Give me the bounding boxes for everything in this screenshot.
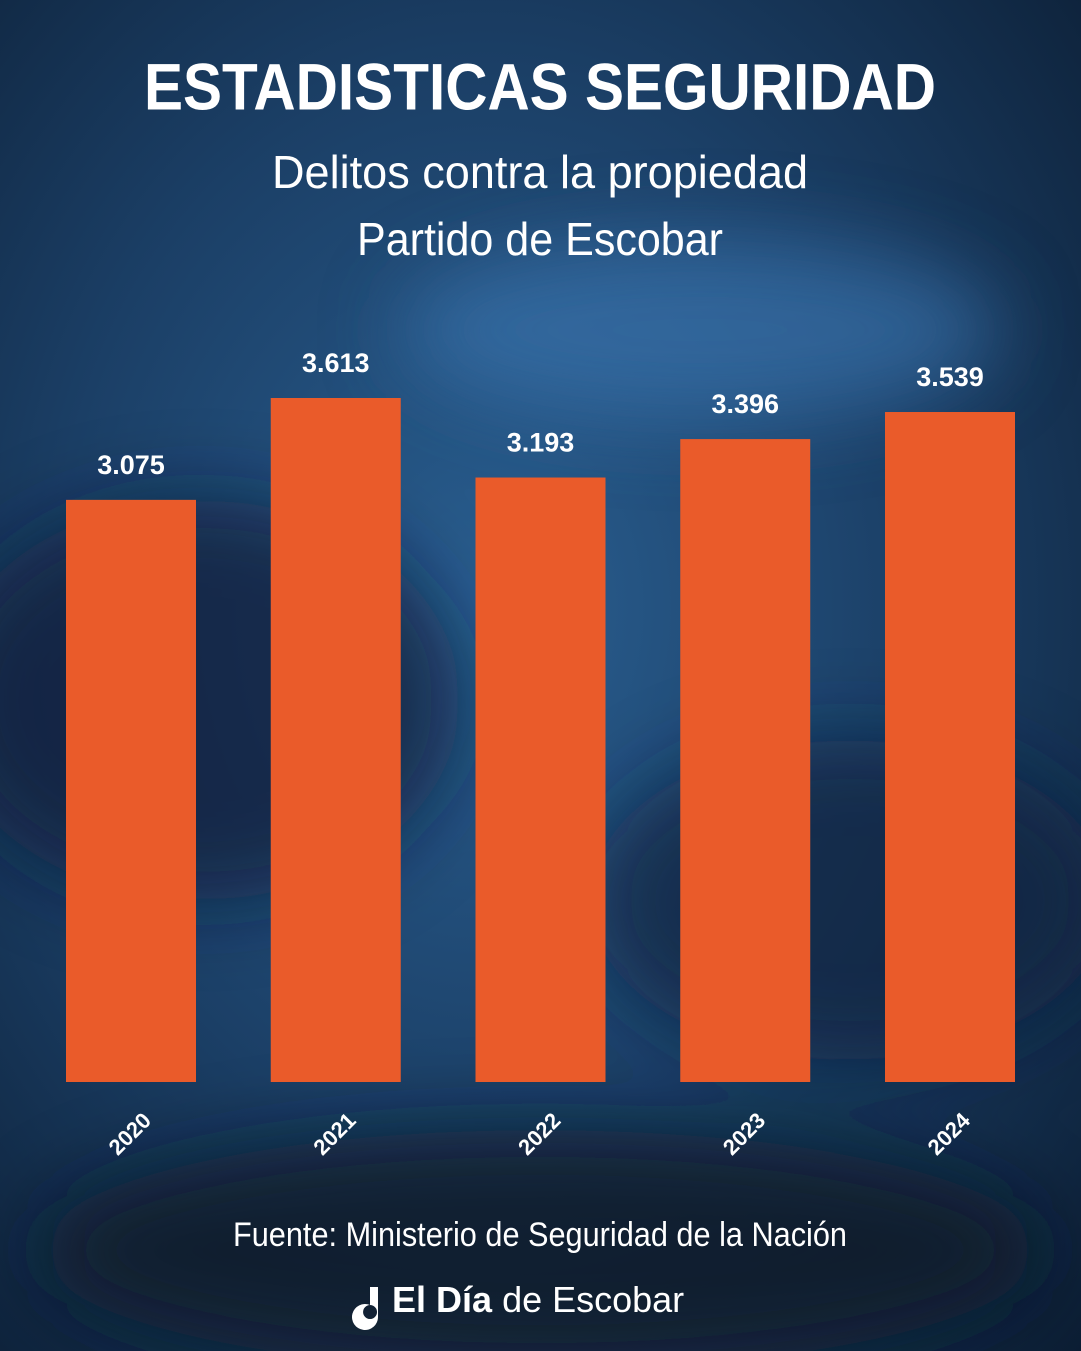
value-label: 3.193 [507, 428, 575, 458]
value-label: 3.613 [302, 348, 370, 378]
value-label: 3.539 [916, 362, 984, 392]
chart-subtitle: Delitos contra la propiedad [272, 146, 808, 198]
brand-regular: de Escobar [502, 1279, 684, 1320]
bar [66, 499, 196, 1083]
chart-title: ESTADISTICAS SEGURIDAD [144, 49, 936, 123]
chart-subtitle: Partido de Escobar [357, 213, 723, 265]
source-note: Fuente: Ministerio de Seguridad de la Na… [233, 1216, 847, 1254]
brand-logo [352, 1287, 379, 1331]
bar [680, 439, 811, 1082]
bar [475, 477, 606, 1082]
brand-name: El Día de Escobar [392, 1279, 684, 1320]
brand-bold: El Día [392, 1279, 493, 1320]
value-label: 3.075 [97, 450, 165, 480]
bar [885, 412, 1015, 1082]
value-label: 3.396 [711, 389, 779, 419]
bar [270, 398, 401, 1082]
